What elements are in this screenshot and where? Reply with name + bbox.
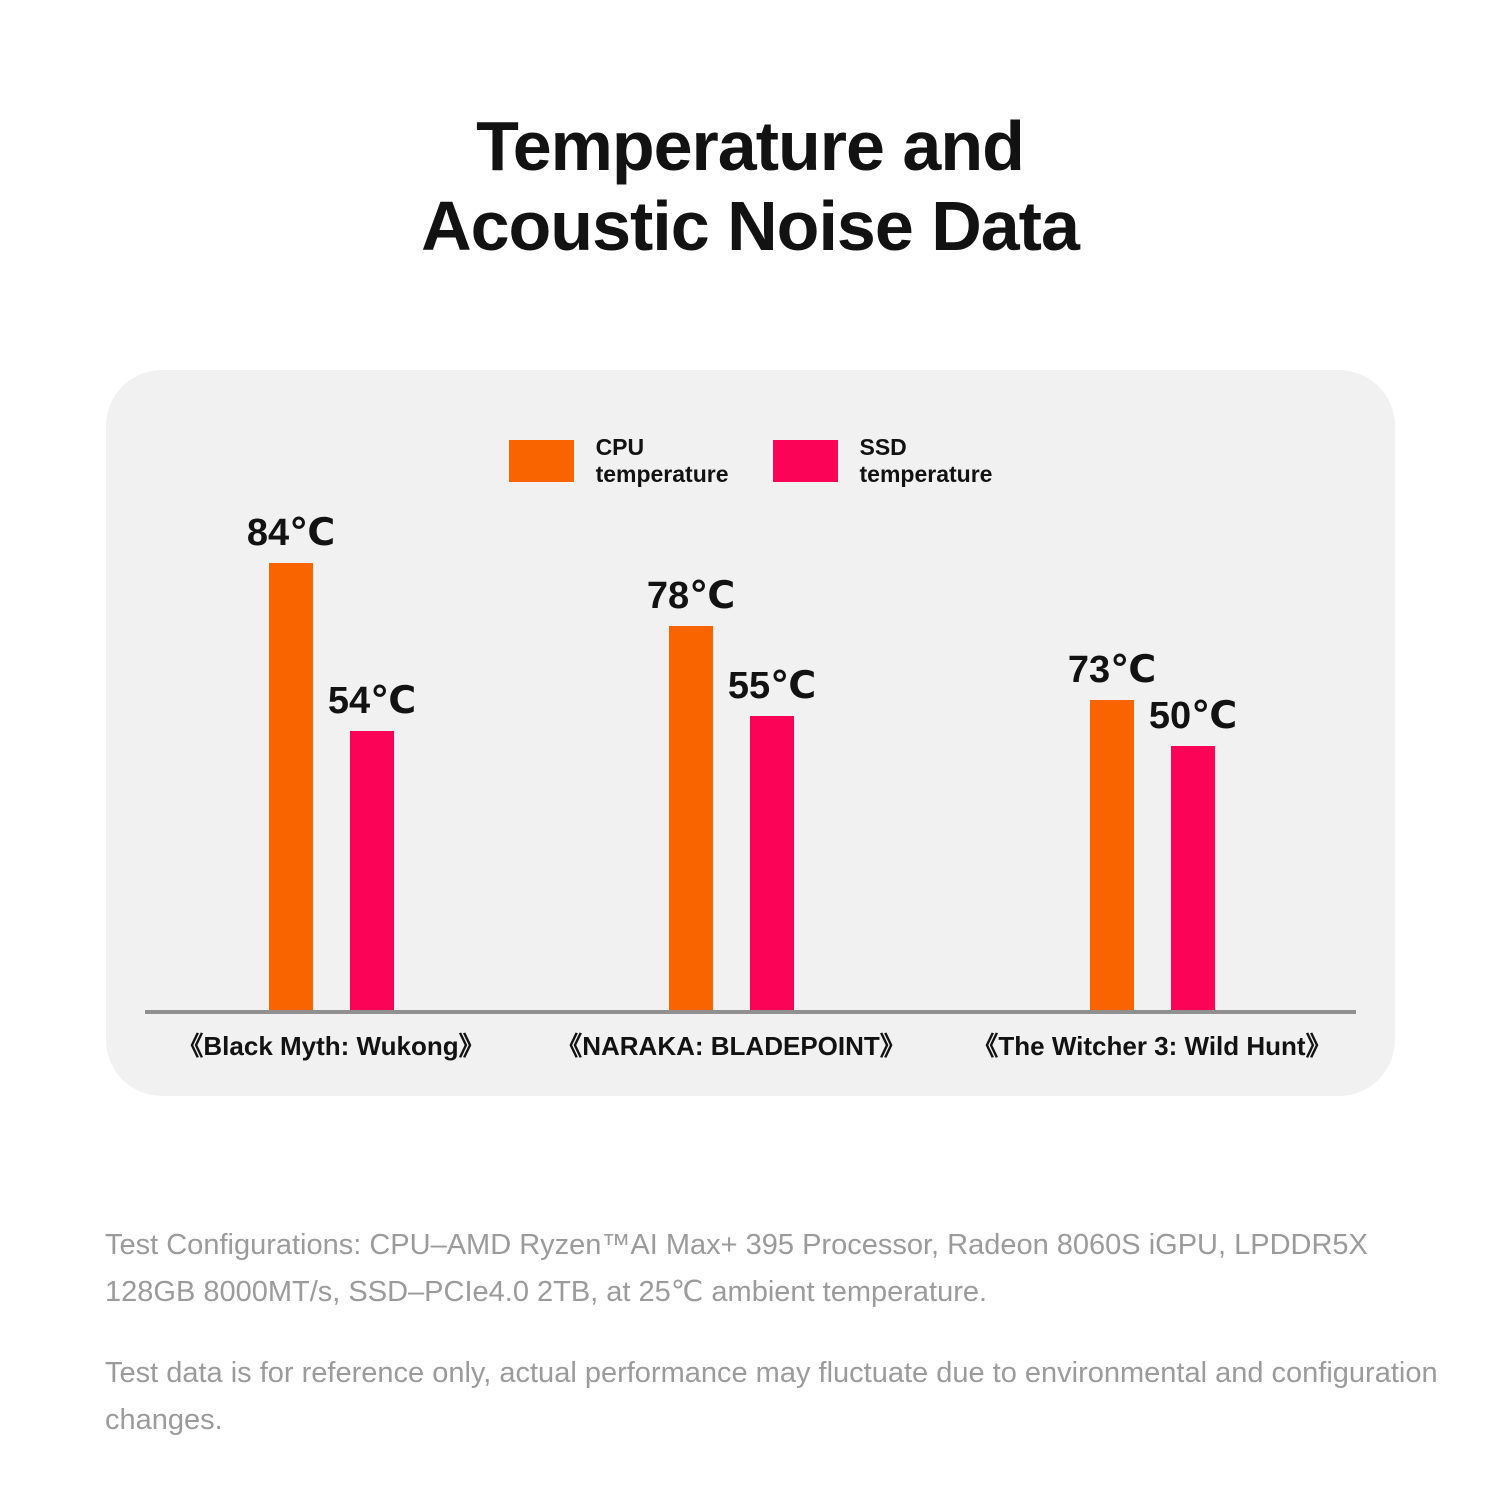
ssd-temperature-value-label: 50℃ (1148, 695, 1238, 737)
cpu-temperature-value-label: 73℃ (1067, 649, 1157, 691)
cpu-temperature-value-label: 84℃ (246, 512, 336, 554)
legend-label-cpu: CPU temperature (596, 434, 729, 488)
ssd-temperature-bar (1171, 746, 1215, 1014)
bar-group: 78℃ 55℃ 《NARAKA: BLADEPOINT》 (556, 370, 906, 1061)
page-title-line1: Temperature and (476, 107, 1025, 185)
cpu-temperature-bar (1090, 700, 1134, 1014)
legend-label-ssd-line2: temperature (859, 461, 993, 487)
category-label: 《Black Myth: Wukong》 (177, 1031, 485, 1061)
cpu-color-swatch (508, 440, 574, 482)
legend-item-cpu: CPU temperature (508, 434, 729, 488)
page-title-line2: Acoustic Noise Data (421, 187, 1080, 265)
ssd-temperature-value-label: 54℃ (327, 680, 417, 722)
disclaimer-note: Test data is for reference only, actual … (105, 1357, 1438, 1436)
category-label: 《The Witcher 3: Wild Hunt》 (972, 1031, 1332, 1061)
cpu-temperature-value-label: 78℃ (646, 575, 736, 617)
ssd-temperature-bar (750, 716, 794, 1014)
page-title: Temperature and Acoustic Noise Data (0, 106, 1500, 266)
category-label: 《NARAKA: BLADEPOINT》 (556, 1031, 906, 1061)
chart-legend: CPU temperature SSD temperature (106, 434, 1395, 488)
plot-area: 84℃ 54℃ 《Black Myth: Wukong》 78℃ 55℃ 《NARAKA:… (106, 370, 1395, 1096)
chart-card: CPU temperature SSD temperature 84℃ 54℃ 《B… (106, 370, 1395, 1096)
test-config-note: Test Configurations: CPU–AMD Ryzen™AI Ma… (105, 1229, 1368, 1308)
legend-label-ssd: SSD temperature (860, 434, 993, 488)
legend-label-cpu-line2: temperature (595, 461, 729, 487)
x-axis-line (145, 1010, 1356, 1014)
ssd-temperature-value-label: 55℃ (727, 665, 817, 707)
bar-group: 73℃ 50℃ 《The Witcher 3: Wild Hunt》 (972, 370, 1331, 1061)
ssd-temperature-bar (350, 731, 394, 1014)
cpu-temperature-bar (269, 563, 313, 1014)
legend-label-cpu-line1: CPU (595, 434, 645, 460)
cpu-temperature-bar (669, 626, 713, 1014)
bar-group: 84℃ 54℃ 《Black Myth: Wukong》 (177, 370, 484, 1061)
legend-label-ssd-line1: SSD (859, 434, 907, 460)
legend-item-ssd: SSD temperature (772, 434, 993, 488)
ssd-color-swatch (772, 440, 838, 482)
